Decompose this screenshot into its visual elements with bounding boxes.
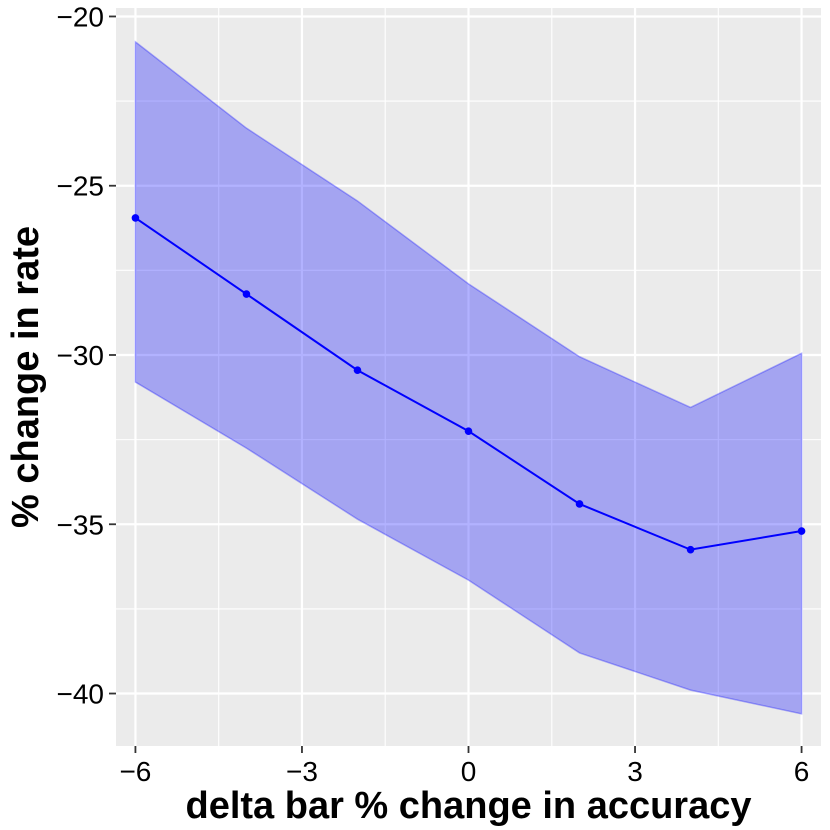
- x-axis-ticks: −6 −3 0 3 6: [119, 746, 809, 787]
- x-tick-label: 6: [794, 756, 810, 787]
- y-tick-label: −25: [57, 171, 105, 202]
- x-tick-label: −3: [286, 756, 318, 787]
- data-point: [575, 500, 584, 508]
- y-tick-label: −35: [57, 509, 105, 540]
- x-tick-label: −6: [119, 756, 151, 787]
- confidence-ribbon: [134, 40, 803, 715]
- data-point: [464, 427, 473, 435]
- x-axis-title: delta bar % change in accuracy: [185, 785, 751, 827]
- data-point: [131, 214, 140, 222]
- y-axis-title: % change in rate: [5, 226, 47, 528]
- y-axis-ticks: −40 −35 −30 −25 −20: [57, 1, 116, 710]
- major-gridlines: [116, 8, 821, 746]
- data-point: [353, 366, 362, 375]
- x-tick-label: 3: [627, 756, 643, 787]
- data-point: [686, 545, 695, 554]
- y-tick-label: −40: [57, 679, 105, 710]
- data-point: [797, 527, 806, 535]
- y-tick-label: −20: [57, 1, 105, 32]
- confidence-ribbons: [134, 40, 803, 715]
- y-tick-label: −30: [57, 340, 105, 371]
- series-points: [131, 214, 806, 554]
- x-tick-label: 0: [461, 756, 477, 787]
- data-point: [242, 290, 251, 298]
